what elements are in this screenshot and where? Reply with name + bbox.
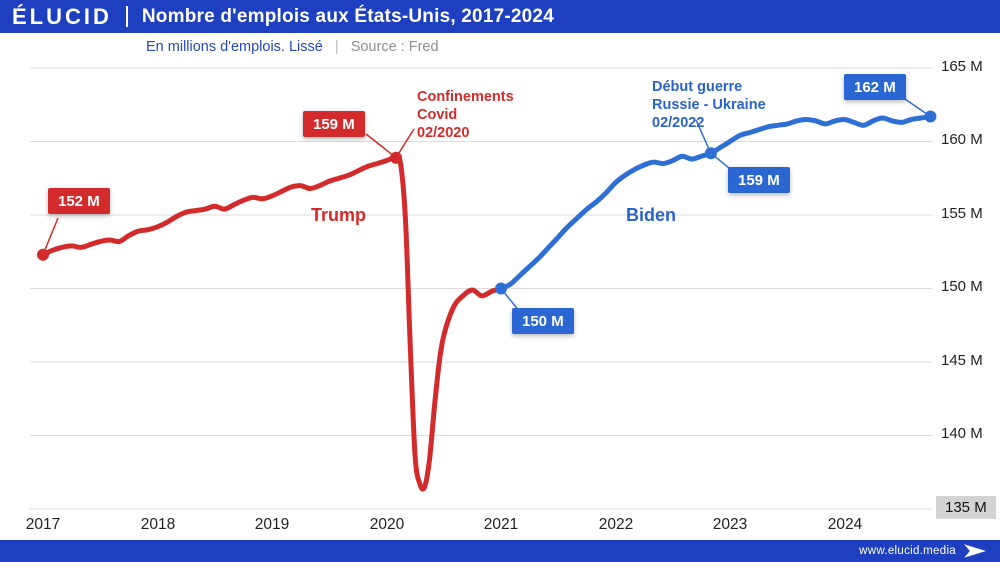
data-point-marker (390, 151, 402, 164)
data-point-marker (924, 110, 937, 123)
end-value-badge: 162 M (844, 74, 906, 100)
data-point-marker (704, 147, 717, 160)
annotation-leader-line (365, 133, 397, 159)
war-event-note: Début guerre Russie - Ukraine 02/2022 (652, 78, 766, 132)
header-bar: ÉLUCID Nombre d'emplois aux États-Unis, … (0, 0, 1000, 33)
x-axis-label: 2024 (827, 516, 863, 533)
x-axis-label: 2019 (254, 516, 290, 533)
covid-event-note: Confinements Covid 02/2020 (417, 88, 514, 142)
y-axis-label: 160 M (941, 131, 983, 148)
war-note-line1: Début guerre (652, 79, 743, 95)
data-point-marker (37, 248, 49, 261)
covid-note-line1: Confinements (417, 89, 514, 105)
era-label-biden: Biden (626, 205, 677, 225)
x-axis-label: 2021 (483, 516, 519, 533)
covid-note-line2: Covid (417, 107, 458, 123)
x-axis-label: 2017 (25, 516, 61, 533)
x-axis-label: 2022 (598, 516, 634, 533)
recovery-value-badge: 150 M (512, 308, 574, 334)
biden-line-series (498, 114, 933, 291)
y-axis-label: 140 M (941, 425, 983, 442)
trump-line-series (40, 155, 504, 492)
subtitle-source: Source : Fred (350, 39, 439, 55)
header-separator (125, 6, 128, 27)
elucid-logo: ÉLUCID (12, 3, 112, 29)
start-value-badge: 152 M (48, 188, 110, 214)
y-axis-label: 150 M (941, 278, 983, 295)
annotation-leader-line (42, 217, 59, 255)
war-note-line3: 02/2022 (652, 115, 705, 131)
x-axis-label: 2020 (369, 516, 405, 533)
covid-peak-badge: 159 M (303, 111, 365, 137)
annotation-leader-line (695, 119, 712, 154)
era-label-trump: Trump (311, 205, 367, 225)
subtitle-unit: En millions d'emplois. Lissé (146, 39, 323, 55)
footer-bar: www.elucid.media (0, 540, 1000, 562)
y-axis-label-baseline: 135 M (936, 496, 996, 519)
x-axis-label: 2018 (140, 516, 176, 533)
page-title: Nombre d'emplois aux États-Unis, 2017-20… (141, 5, 554, 27)
y-axis-label: 165 M (941, 58, 983, 75)
elucid-logo-icon (964, 544, 986, 558)
chart-subtitle: En millions d'emplois. Lissé | Source : … (146, 39, 439, 55)
data-point-marker (495, 282, 507, 295)
covid-note-line3: 02/2020 (417, 125, 470, 141)
war-note-line2: Russie - Ukraine (652, 97, 766, 113)
subtitle-separator: | (334, 39, 339, 55)
y-axis-label: 155 M (941, 205, 983, 222)
x-axis-label: 2023 (712, 516, 748, 533)
footer-url-link[interactable]: www.elucid.media (859, 545, 956, 557)
war-value-badge: 159 M (728, 167, 790, 193)
y-axis-label: 145 M (941, 352, 983, 369)
